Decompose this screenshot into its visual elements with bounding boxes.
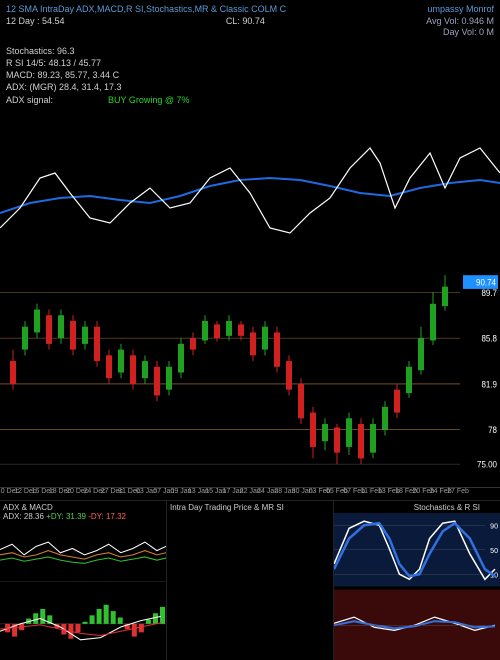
header-avgvol: Avg Vol: 0.946 M bbox=[426, 16, 494, 26]
adx-macd-panel: ADX & MACD ADX: 28.36 +DY: 31.39 -DY: 17… bbox=[0, 501, 167, 660]
upper-chart bbox=[0, 108, 500, 258]
header-company: umpassy Monrof bbox=[427, 4, 494, 16]
svg-text:85.8: 85.8 bbox=[481, 333, 497, 344]
xaxis-label: 27 Feb bbox=[447, 488, 469, 495]
stat-stoch: Stochastics: 96.3 bbox=[6, 45, 494, 57]
stat-adx-signal-label: ADX signal: bbox=[6, 95, 53, 105]
stat-rsi: R SI 14/5: 48.13 / 45.77 bbox=[6, 57, 494, 69]
stat-macd: MACD: 89.23, 85.77, 3.44 C bbox=[6, 69, 494, 81]
svg-text:81.9: 81.9 bbox=[481, 379, 497, 390]
stoch-title: Stochastics & R SI bbox=[334, 501, 500, 514]
mdy-val: -DY: 17.32 bbox=[88, 512, 126, 521]
svg-text:90.74: 90.74 bbox=[476, 277, 496, 288]
stat-adx-signal-value: BUY Growing @ 7% bbox=[108, 95, 190, 105]
adx-val: ADX: 28.36 bbox=[3, 512, 44, 521]
candle-chart: 89.785.881.97875.0090.74 bbox=[0, 258, 500, 488]
stats-block: Stochastics: 96.3 R SI 14/5: 48.13 / 45.… bbox=[0, 43, 500, 108]
header-indicators: 12 SMA IntraDay ADX,MACD,R SI,Stochastic… bbox=[6, 4, 286, 16]
header-day: 12 Day : 54.54 bbox=[6, 16, 65, 39]
intra-title: Intra Day Trading Price & MR SI bbox=[167, 501, 333, 514]
xaxis: 10 Dec12 Dec16 Dec18 Dec20 Dec24 Dec27 D… bbox=[0, 488, 500, 500]
chart-header: 12 SMA IntraDay ADX,MACD,R SI,Stochastic… bbox=[0, 0, 500, 43]
intraday-panel: Intra Day Trading Price & MR SI bbox=[167, 501, 334, 660]
header-dayvol: Day Vol: 0 M bbox=[443, 27, 494, 37]
header-close: CL: 90.74 bbox=[226, 16, 265, 39]
svg-text:50: 50 bbox=[490, 547, 498, 555]
lower-panels: ADX & MACD ADX: 28.36 +DY: 31.39 -DY: 17… bbox=[0, 500, 500, 660]
adx-title: ADX & MACD bbox=[3, 503, 53, 512]
pdy-val: +DY: 31.39 bbox=[46, 512, 86, 521]
stochastics-panel: Stochastics & R SI 905010 bbox=[334, 501, 500, 660]
svg-text:75.00: 75.00 bbox=[477, 459, 497, 470]
svg-text:78: 78 bbox=[488, 424, 497, 435]
stat-adx: ADX: (MGR) 28.4, 31.4, 17.3 bbox=[6, 81, 494, 93]
svg-text:90: 90 bbox=[490, 522, 498, 530]
